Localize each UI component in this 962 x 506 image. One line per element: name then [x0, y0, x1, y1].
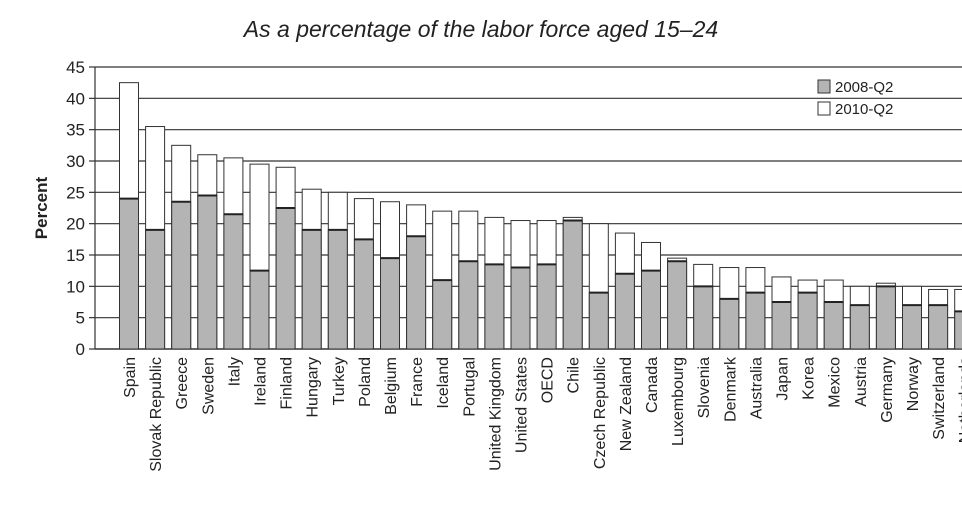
x-tick-label: Netherlands [957, 357, 962, 443]
bar-2008-q2 [327, 229, 348, 350]
bar-2008-q2 [641, 270, 661, 350]
bar-2008-q2 [197, 194, 218, 350]
y-tick-label: 5 [76, 309, 85, 328]
bar-2008-q2 [249, 270, 270, 350]
bar-2008-q2 [380, 257, 400, 350]
x-tick-label: Australia [748, 357, 765, 419]
bar-2008-q2 [119, 198, 139, 350]
x-tick-label: Japan [775, 357, 792, 401]
x-tick-labels: Spain Slovak Republic Greece Sweden Italy Ire… [122, 356, 962, 472]
legend: 2008-Q2 2010-Q2 [817, 79, 893, 118]
bar-2008-q2 [771, 301, 792, 350]
bar-2008-q2 [432, 279, 453, 350]
bar-2008-q2 [562, 220, 583, 350]
bar-2008-q2 [745, 292, 766, 350]
y-axis-label: Percent [32, 176, 51, 239]
bar-2008-q2 [693, 285, 714, 350]
bar-2008-q2 [458, 260, 479, 350]
legend-swatch-2010-q2 [817, 101, 831, 116]
x-tick-label: Greece [174, 357, 191, 410]
y-tick-label: 25 [66, 183, 85, 202]
bar-2008-q2 [406, 235, 427, 350]
x-tick-label: Mexico [827, 357, 844, 408]
x-tick-label: Poland [357, 357, 374, 407]
bar-2008-q2 [719, 298, 740, 350]
legend-label-2008-q2: 2008-Q2 [835, 79, 893, 96]
x-tick-label: France [409, 357, 426, 407]
x-tick-label: Sweden [200, 357, 217, 415]
x-tick-label: Norway [905, 357, 922, 411]
bar-2008-q2 [171, 201, 192, 350]
x-tick-label: Finland [279, 357, 296, 409]
bar-2008-q2 [275, 207, 296, 350]
y-tick-label: 15 [66, 246, 85, 265]
x-tick-label: Iceland [435, 357, 452, 409]
bar-2008-q2 [588, 292, 609, 350]
bar-2008-q2 [902, 304, 922, 350]
y-tick-label: 10 [66, 277, 85, 296]
bar-2008-q2 [928, 304, 949, 350]
x-tick-label: Belgium [383, 357, 400, 415]
bar-2008-q2 [875, 285, 896, 350]
y-tick-label: 45 [66, 58, 85, 77]
bar-2008-q2 [223, 213, 244, 350]
x-tick-label: Luxembourg [670, 357, 687, 446]
y-tick-label: 30 [66, 152, 85, 171]
x-tick-label: Slovak Republic [148, 357, 165, 472]
bar-2008-q2 [301, 229, 322, 350]
x-tick-label: Czech Republic [592, 357, 609, 469]
legend-swatch-2008-q2 [817, 79, 831, 94]
x-tick-label: Chile [566, 357, 583, 394]
x-tick-label: OECD [540, 357, 557, 403]
chart-title: As a percentage of the labor force aged … [243, 16, 719, 42]
x-tick-label: Turkey [331, 357, 348, 405]
x-tick-label: Korea [801, 357, 818, 400]
x-tick-label: Hungary [305, 357, 322, 417]
x-tick-label: Italy [226, 357, 243, 386]
y-axis: 0 5 10 15 20 25 30 35 40 45 [66, 58, 96, 359]
x-tick-label: Denmark [722, 356, 739, 422]
y-tick-label: 35 [66, 121, 85, 140]
legend-label-2010-q2: 2010-Q2 [835, 101, 893, 118]
x-tick-label: United Kingdom [487, 357, 504, 471]
y-tick-label: 0 [76, 340, 85, 359]
x-tick-label: New Zealand [618, 357, 635, 451]
bar-2008-q2 [353, 238, 374, 350]
bars [119, 82, 962, 350]
bar-2008-q2 [614, 273, 635, 350]
x-tick-label: Canada [644, 357, 661, 413]
x-tick-label: Germany [879, 357, 896, 423]
bar-2008-q2 [667, 260, 688, 350]
x-tick-label: Switzerland [931, 357, 948, 440]
bar-2008-q2 [510, 267, 531, 350]
y-tick-label: 40 [66, 89, 85, 108]
x-tick-label: Slovenia [696, 357, 713, 418]
bar-2008-q2 [536, 263, 557, 350]
bar-2008-q2 [145, 229, 166, 350]
bar-2008-q2 [823, 301, 844, 350]
x-tick-label: United States [514, 357, 531, 453]
bar-2008-q2 [954, 310, 962, 350]
bar-2008-q2 [849, 304, 870, 350]
x-tick-label: Ireland [253, 357, 270, 406]
bar-2008-q2 [797, 292, 818, 350]
bar-2008-q2 [484, 263, 505, 350]
y-tick-label: 20 [66, 215, 85, 234]
x-tick-label: Spain [122, 357, 139, 398]
x-tick-label: Austria [853, 357, 870, 407]
x-tick-label: Portugal [461, 357, 478, 417]
